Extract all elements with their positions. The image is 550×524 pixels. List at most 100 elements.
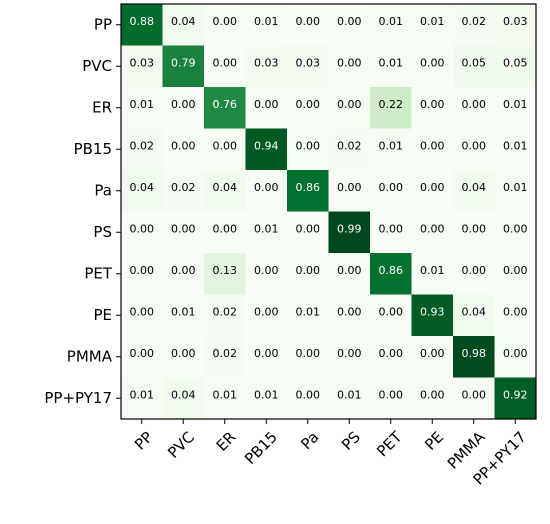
cell-value-label: 0.79 [171, 57, 196, 70]
cell-value-label: 0.00 [462, 264, 487, 277]
heatmap-cell [245, 4, 288, 46]
heatmap-cell [411, 294, 454, 337]
cell-value-label: 0.03 [130, 57, 155, 70]
heatmap-cell [370, 377, 412, 420]
x-tick-label: PE [421, 428, 447, 454]
heatmap-cell [287, 45, 329, 88]
heatmap-cell [162, 294, 205, 337]
heatmap-cell [328, 4, 371, 46]
cell-value-label: 0.00 [171, 347, 196, 360]
cell-value-label: 0.00 [254, 347, 279, 360]
heatmap-cell [121, 87, 163, 129]
cell-value-label: 0.00 [379, 181, 404, 194]
cell-value-label: 0.93 [420, 306, 445, 319]
cell-value-label: 0.00 [213, 223, 238, 236]
cell-value-label: 0.98 [462, 347, 487, 360]
heatmap-cell [328, 336, 371, 378]
heatmap-cell [328, 45, 371, 88]
y-tick-label: PMMA [67, 347, 113, 365]
y-axis: PP PVC ER PB15 Pa PS PET PE PMMA PP+PY17 [44, 15, 121, 407]
cell-value-label: 0.04 [462, 306, 487, 319]
x-tick-label: Pa [297, 428, 322, 453]
heatmap-cell [453, 170, 495, 212]
heatmap-cell [370, 170, 412, 212]
heatmap-cell [245, 170, 288, 212]
cell-value-label: 0.00 [420, 57, 445, 70]
heatmap-cell [328, 170, 371, 212]
heatmap-cell [494, 336, 537, 378]
cell-value-label: 0.86 [296, 181, 321, 194]
heatmap-cell [162, 170, 205, 212]
cell-value-label: 0.00 [379, 223, 404, 236]
heatmap-cell-labels: 0.88 0.04 0.00 0.01 0.00 0.00 0.01 0.01 0.02 0.03… [130, 15, 528, 402]
heatmap-cell [245, 87, 288, 129]
heatmap-cell [411, 87, 454, 129]
cell-value-label: 0.01 [503, 140, 528, 153]
heatmap-cell [328, 253, 371, 295]
heatmap-cell [204, 211, 246, 254]
cell-value-label: 0.00 [130, 264, 155, 277]
x-tick-label: PS [338, 428, 364, 454]
heatmap-cell [204, 87, 246, 129]
cell-value-label: 0.00 [296, 140, 321, 153]
cell-value-label: 0.00 [130, 306, 155, 319]
cell-value-label: 0.01 [503, 181, 528, 194]
cell-value-label: 0.01 [379, 57, 404, 70]
cell-value-label: 0.04 [171, 389, 196, 402]
cell-value-label: 0.00 [420, 223, 445, 236]
heatmap-cell [287, 211, 329, 254]
heatmap-cell [411, 4, 454, 46]
cell-value-label: 0.02 [213, 347, 238, 360]
heatmap-cell [411, 128, 454, 171]
cell-value-label: 0.00 [462, 389, 487, 402]
heatmap-cell [453, 45, 495, 88]
cell-value-label: 0.00 [171, 140, 196, 153]
cell-value-label: 0.22 [379, 98, 404, 111]
heatmap-cell [204, 170, 246, 212]
cell-value-label: 0.00 [296, 264, 321, 277]
x-tick-label: PB15 [241, 428, 281, 468]
y-tick-label: PS [93, 223, 112, 241]
heatmap-cell [245, 128, 288, 171]
heatmap-cell [328, 294, 371, 337]
cell-value-label: 0.00 [296, 223, 321, 236]
cell-value-label: 0.99 [337, 223, 362, 236]
cell-value-label: 0.00 [503, 347, 528, 360]
cell-value-label: 0.00 [254, 306, 279, 319]
cell-value-label: 0.05 [462, 57, 487, 70]
cell-value-label: 0.00 [379, 389, 404, 402]
cell-value-label: 0.00 [254, 181, 279, 194]
cell-value-label: 0.88 [130, 15, 155, 28]
heatmap-cell [370, 128, 412, 171]
cell-value-label: 0.01 [420, 264, 445, 277]
cell-value-label: 0.01 [130, 389, 155, 402]
cell-value-label: 0.00 [379, 306, 404, 319]
heatmap-cell [204, 336, 246, 378]
heatmap-cell [245, 45, 288, 88]
heatmap-cell [453, 253, 495, 295]
y-tick-label: PB15 [74, 140, 112, 158]
heatmap-cell [328, 211, 371, 254]
cell-value-label: 0.00 [254, 264, 279, 277]
x-tick-label: ER [213, 428, 240, 455]
y-tick-label: PVC [82, 57, 112, 75]
heatmap-cell [328, 87, 371, 129]
heatmap-cell [370, 336, 412, 378]
cell-value-label: 0.01 [213, 389, 238, 402]
heatmap-cell [162, 45, 205, 88]
cell-value-label: 0.94 [254, 140, 279, 153]
cell-value-label: 0.00 [337, 57, 362, 70]
cell-value-label: 0.01 [503, 98, 528, 111]
cell-value-label: 0.00 [462, 223, 487, 236]
cell-value-label: 0.01 [171, 306, 196, 319]
heatmap-cell [494, 4, 537, 46]
cell-value-label: 0.00 [296, 347, 321, 360]
y-tick-label: PP [94, 15, 112, 33]
cell-value-label: 0.03 [296, 57, 321, 70]
heatmap-cell [370, 253, 412, 295]
heatmap-cell [287, 294, 329, 337]
heatmap-cell [494, 253, 537, 295]
heatmap-cell [494, 128, 537, 171]
